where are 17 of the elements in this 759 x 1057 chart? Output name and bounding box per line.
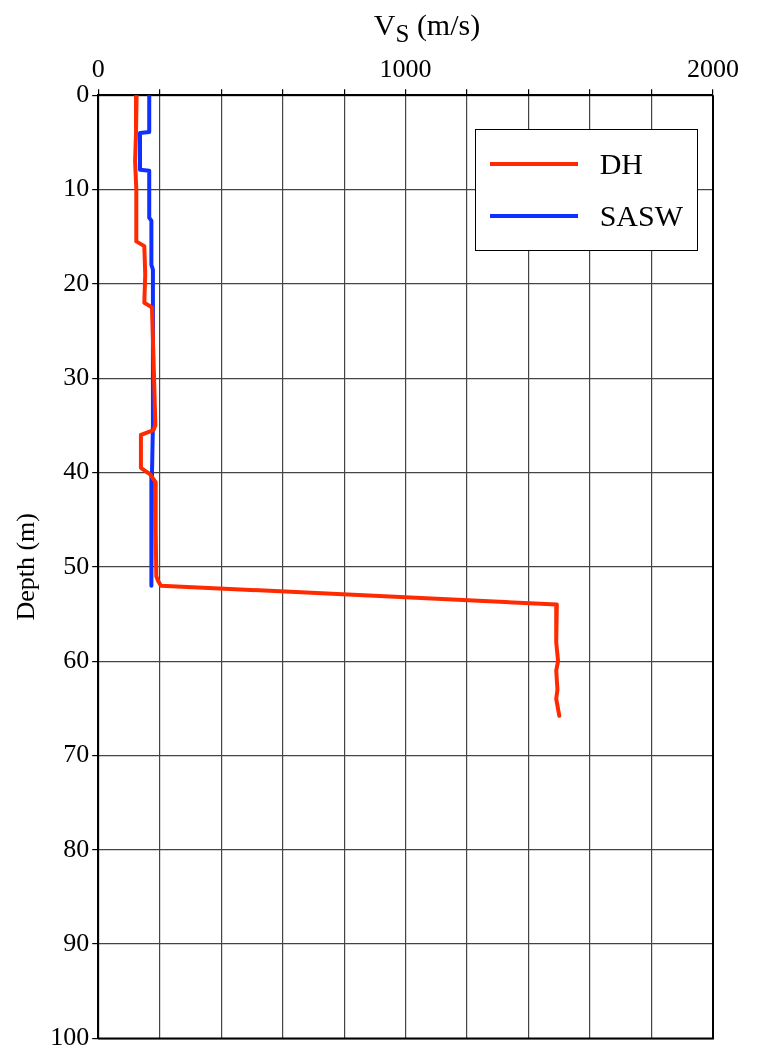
y-tick-label: 20 bbox=[63, 267, 90, 297]
x-tick-label: 1000 bbox=[379, 54, 432, 84]
y-tick-label: 50 bbox=[63, 550, 90, 580]
legend-label: SASW bbox=[599, 199, 683, 234]
y-tick-label: 100 bbox=[50, 1022, 90, 1052]
y-tick-label: 10 bbox=[63, 173, 90, 203]
legend-label: DH bbox=[599, 147, 643, 182]
x-tick-label: 2000 bbox=[687, 54, 739, 84]
y-tick-label: 70 bbox=[63, 739, 90, 769]
y-tick-label: 0 bbox=[76, 79, 90, 109]
y-axis-title: Depth (m) bbox=[11, 513, 41, 621]
x-axis-title: V$_{S}$ (m/s) bbox=[372, 8, 482, 48]
y-tick-label: 40 bbox=[63, 456, 90, 486]
y-tick-label: 30 bbox=[63, 361, 90, 391]
y-tick-label: 90 bbox=[63, 927, 90, 957]
y-tick-label: 80 bbox=[63, 833, 90, 863]
y-tick-label: 60 bbox=[63, 644, 90, 674]
